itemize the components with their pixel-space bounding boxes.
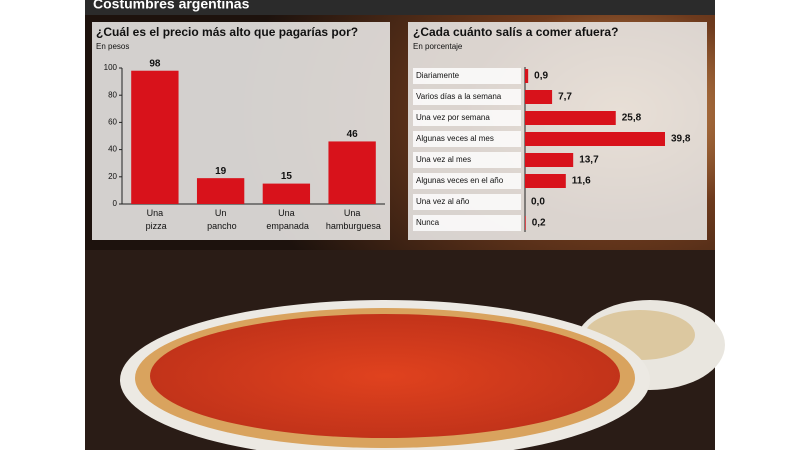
- bar: [328, 141, 376, 204]
- x-tick-label: Una pizza: [143, 208, 167, 231]
- data-label: 98: [149, 58, 161, 69]
- label-box: [413, 152, 521, 168]
- x-tick-label: Una empanada: [264, 208, 309, 231]
- chart-title: ¿Cada cuánto salís a comer afuera?: [413, 25, 618, 39]
- data-label: 46: [347, 129, 359, 140]
- label-box: [413, 68, 521, 84]
- y-tick-label: Una vez por semana: [416, 113, 490, 122]
- y-tick-label: Una vez al año: [416, 197, 470, 206]
- y-tick-label: Diariamente: [416, 71, 460, 80]
- y-tick-label: 0: [113, 199, 118, 208]
- y-tick-label: Varios días a la semana: [416, 92, 502, 101]
- label-box: [413, 110, 521, 126]
- y-tick-label: Algunas veces al mes: [416, 134, 494, 143]
- bar: [525, 69, 529, 83]
- bar: [525, 111, 616, 125]
- data-label: 7,7: [558, 92, 572, 103]
- bar: [525, 216, 526, 230]
- header-bar: [85, 0, 715, 15]
- data-label: 15: [281, 171, 293, 182]
- data-label: 13,7: [579, 155, 599, 166]
- label-box: [413, 194, 521, 210]
- bar: [196, 178, 245, 204]
- bar: [131, 70, 179, 204]
- label-box: [413, 89, 521, 105]
- y-tick-label: 20: [108, 172, 117, 181]
- y-tick-label: 60: [108, 118, 117, 127]
- data-label: 39,8: [671, 134, 691, 145]
- y-tick-label: Nunca: [416, 218, 440, 227]
- x-tick-label: Un pancho: [205, 208, 237, 231]
- chart-title: ¿Cuál es el precio más alto que pagarías…: [96, 25, 358, 39]
- bar: [525, 153, 574, 167]
- data-label: 19: [215, 166, 227, 177]
- bar: [525, 90, 553, 104]
- y-tick-label: Algunas veces en el año: [416, 176, 504, 185]
- label-box: [413, 173, 521, 189]
- x-tick-label: Una hamburguesa: [323, 208, 381, 231]
- data-label: 0,9: [534, 71, 548, 82]
- data-label: 11,6: [572, 176, 591, 187]
- bar: [262, 183, 311, 204]
- header-title: Costumbres argentinas: [93, 0, 250, 12]
- chart-subtitle: En porcentaje: [413, 42, 463, 51]
- data-label: 25,8: [622, 113, 642, 124]
- y-tick-label: 100: [104, 63, 118, 72]
- label-box: [413, 215, 521, 231]
- chart-subtitle: En pesos: [96, 42, 129, 51]
- label-box: [413, 131, 521, 147]
- y-tick-label: 40: [108, 145, 117, 154]
- y-tick-label: 80: [108, 90, 117, 99]
- bar: [525, 174, 566, 188]
- y-tick-label: Una vez al mes: [416, 155, 471, 164]
- bar: [525, 132, 665, 146]
- data-label: 0,2: [532, 218, 546, 229]
- data-label: 0,0: [531, 197, 545, 208]
